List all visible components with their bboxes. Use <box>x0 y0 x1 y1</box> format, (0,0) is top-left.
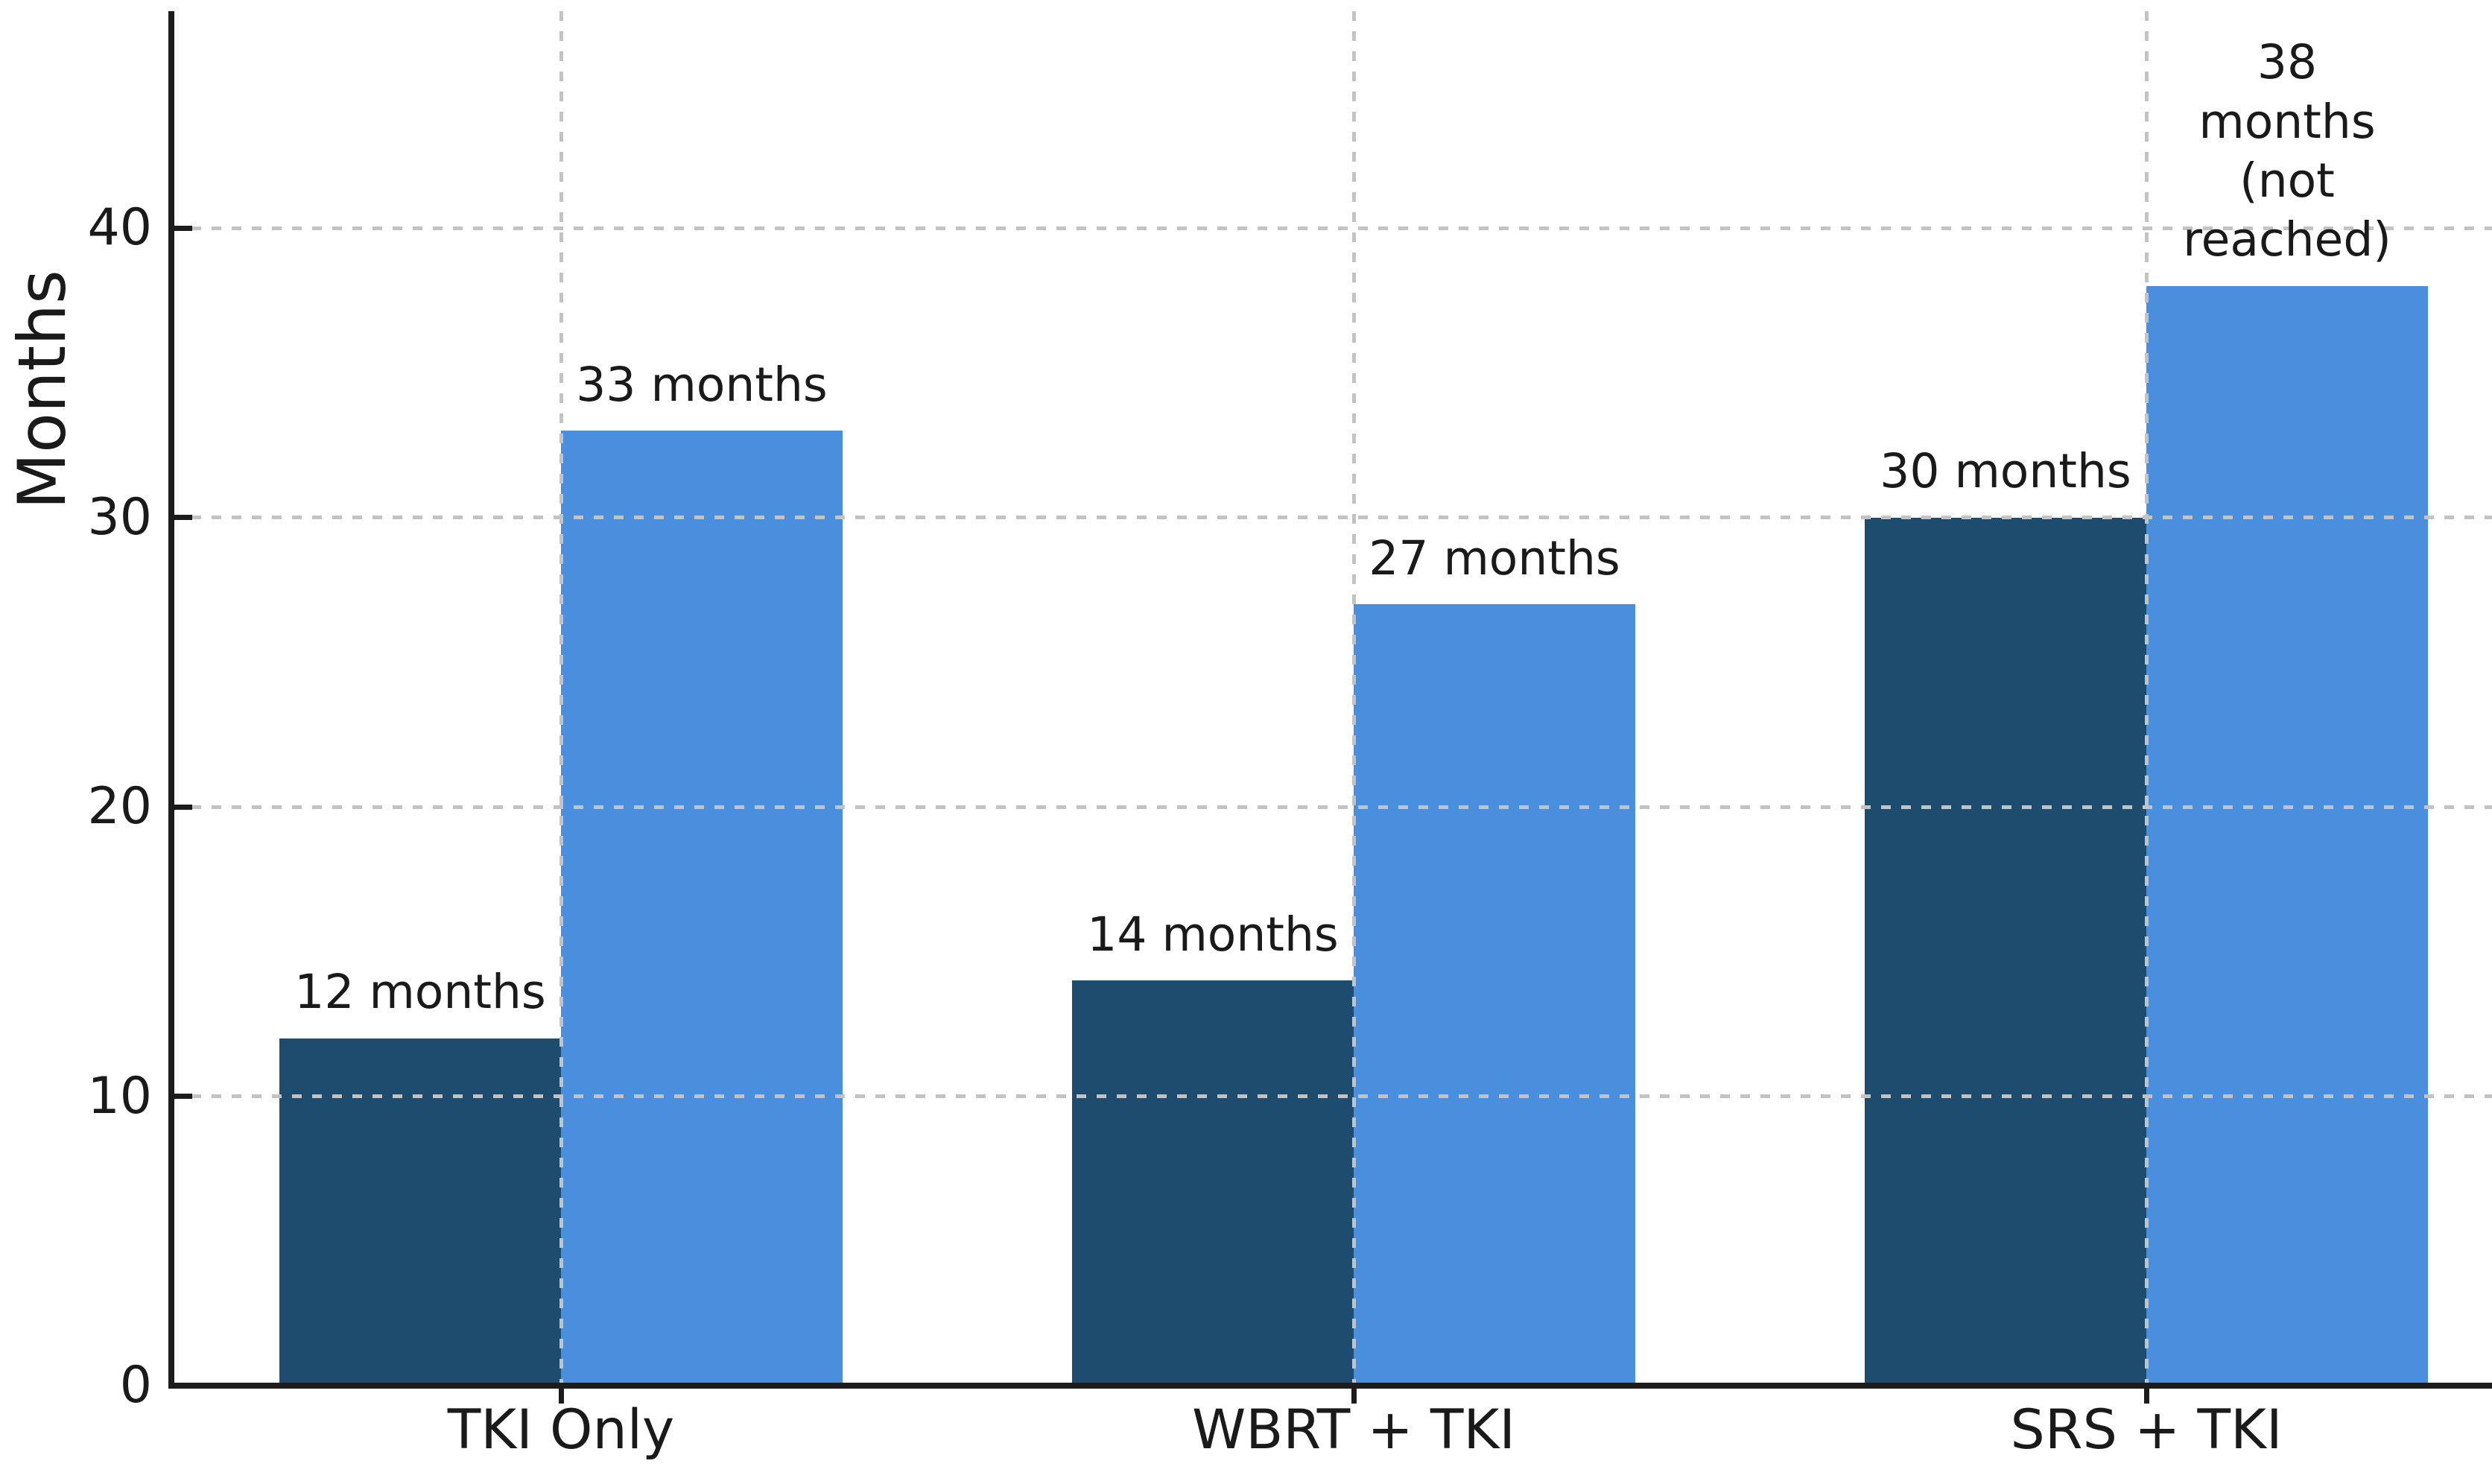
y-tick-label: 10 <box>87 1066 152 1126</box>
y-tick-mark <box>174 225 192 231</box>
v-gridline <box>559 11 563 1383</box>
v-gridline <box>1351 11 1356 1383</box>
v-gridline <box>2144 11 2149 1383</box>
x-tick-label: WBRT + TKI <box>1192 1398 1515 1462</box>
bar-value-label: 30 months <box>1880 444 2131 499</box>
bar <box>561 430 843 1386</box>
y-tick-label: 40 <box>87 198 152 257</box>
x-tick-label: SRS + TKI <box>2010 1398 2283 1462</box>
y-tick-mark <box>174 1094 192 1099</box>
x-axis-line <box>168 1383 2492 1389</box>
h-gridline <box>171 226 2492 230</box>
x-tick-mark <box>1351 1389 1357 1404</box>
bar-value-label: 12 months <box>294 965 546 1020</box>
y-tick-label: 30 <box>87 487 152 547</box>
y-tick-mark <box>174 1383 192 1389</box>
x-tick-label: TKI Only <box>447 1398 675 1462</box>
bar-value-label: 14 months <box>1087 907 1339 962</box>
bar-value-label: 33 months <box>576 357 828 412</box>
bar-value-label: 38 months (not reached) <box>2183 35 2391 267</box>
bar <box>1354 604 1635 1386</box>
y-axis-label: Months <box>4 270 80 510</box>
h-gridline <box>171 516 2492 519</box>
y-tick-label: 20 <box>87 777 152 836</box>
bar <box>1865 517 2146 1386</box>
x-tick-mark <box>2143 1389 2149 1404</box>
h-gridline <box>171 1094 2492 1098</box>
bar <box>1072 980 1354 1386</box>
bar <box>2146 285 2428 1386</box>
y-tick-mark <box>174 804 192 810</box>
bar <box>279 1038 561 1386</box>
y-tick-mark <box>174 515 192 520</box>
y-tick-label: 0 <box>119 1356 152 1415</box>
bar-value-label: 27 months <box>1369 530 1620 586</box>
x-tick-mark <box>558 1389 564 1404</box>
h-gridline <box>171 805 2492 809</box>
y-axis-line <box>168 11 174 1389</box>
